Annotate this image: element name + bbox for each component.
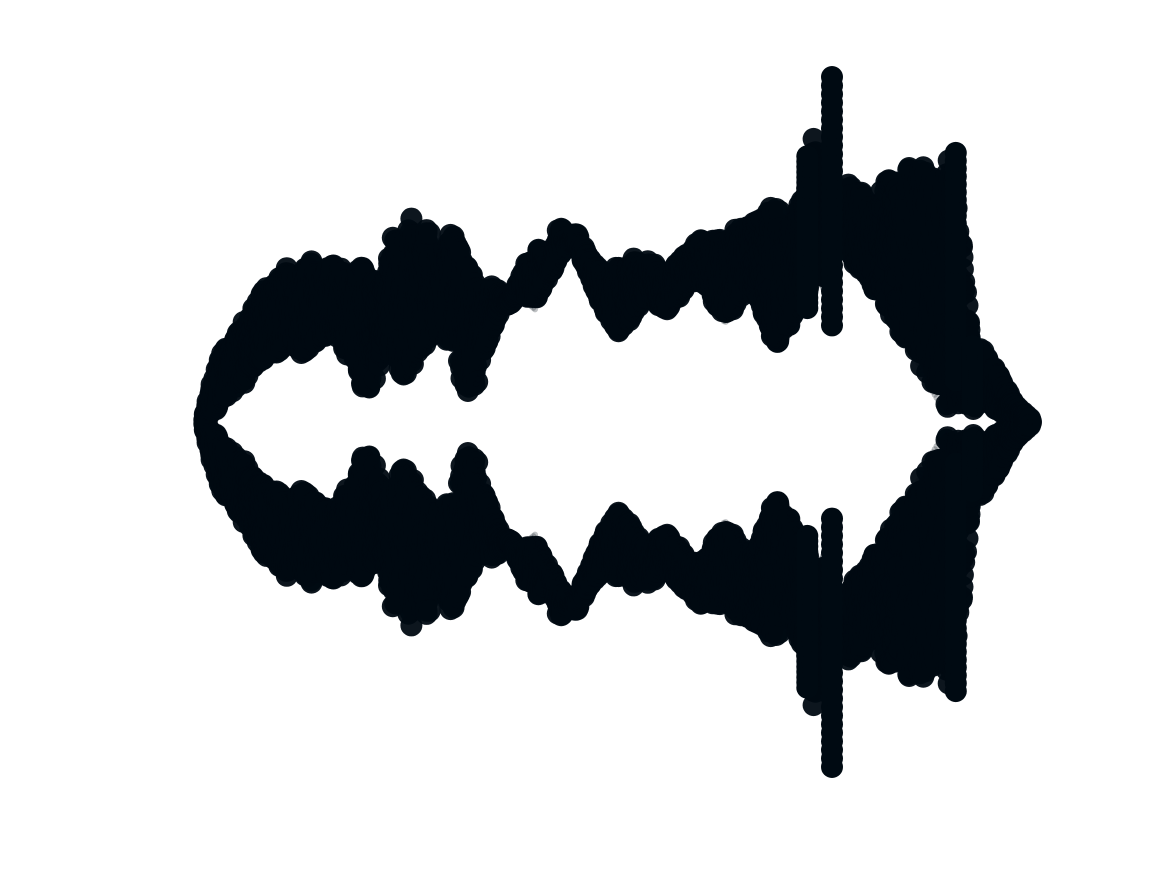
scatter-point-3311 bbox=[477, 467, 483, 474]
scatter-point-2122 bbox=[378, 361, 384, 368]
scatter-point-3333 bbox=[478, 473, 485, 480]
scatter-point-3310 bbox=[477, 370, 483, 377]
scatter-point-2703 bbox=[418, 599, 441, 622]
scatter-point-2123 bbox=[378, 476, 384, 483]
scatter-points bbox=[193, 66, 1042, 778]
scatter-point-3288 bbox=[475, 376, 482, 383]
scatter-point-2702 bbox=[418, 222, 441, 245]
scatter-point-3289 bbox=[475, 461, 482, 468]
scatter-point-3332 bbox=[478, 364, 485, 371]
